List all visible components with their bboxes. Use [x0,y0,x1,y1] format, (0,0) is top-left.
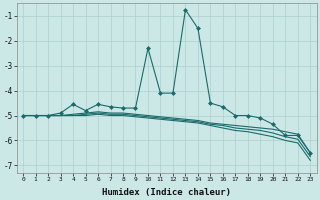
X-axis label: Humidex (Indice chaleur): Humidex (Indice chaleur) [102,188,231,197]
